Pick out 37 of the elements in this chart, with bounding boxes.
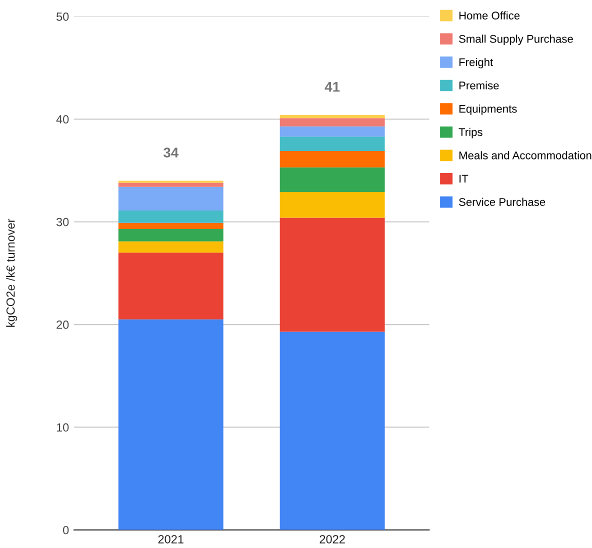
bar [118, 252, 224, 320]
bar [280, 218, 385, 332]
y-tick-label: 30 [56, 218, 69, 226]
y-tick-label: 20 [56, 320, 69, 329]
legend-label: Equipments [459, 104, 517, 115]
bar [280, 115, 385, 118]
x-tick-label: 2022 [320, 535, 345, 544]
bar [118, 186, 224, 211]
bar [280, 136, 385, 151]
legend-label: IT [460, 174, 468, 183]
bar [118, 319, 224, 530]
legend-label: Premise [459, 81, 499, 90]
bar [280, 126, 385, 137]
legend-label: Home Office [459, 11, 520, 20]
y-tick-label: 40 [56, 115, 69, 124]
bar [118, 210, 224, 223]
bar [280, 332, 385, 530]
y-tick-label: 10 [56, 423, 69, 432]
x-tick-label: 2021 [158, 535, 184, 544]
y-tick-label: 50 [56, 12, 69, 21]
bar [280, 167, 385, 192]
bar [280, 118, 385, 126]
bar [118, 182, 224, 187]
bar [280, 192, 385, 218]
bar [118, 241, 224, 253]
legend-label: Trips [458, 128, 482, 138]
y-axis-title: kgCO2e /k€ turnover [6, 218, 18, 327]
bar [118, 222, 224, 230]
legend-label: Small Supply Purchase [459, 34, 573, 46]
bar [118, 229, 224, 242]
legend-label: Service Purchase [459, 198, 546, 206]
legend-label: Meals and Accommodation [459, 151, 592, 160]
total-label: 41 [324, 82, 340, 92]
y-tick-label: 0 [63, 526, 69, 534]
total-label: 34 [163, 148, 179, 158]
legend-label: Freight [459, 58, 494, 68]
bar [280, 150, 385, 168]
